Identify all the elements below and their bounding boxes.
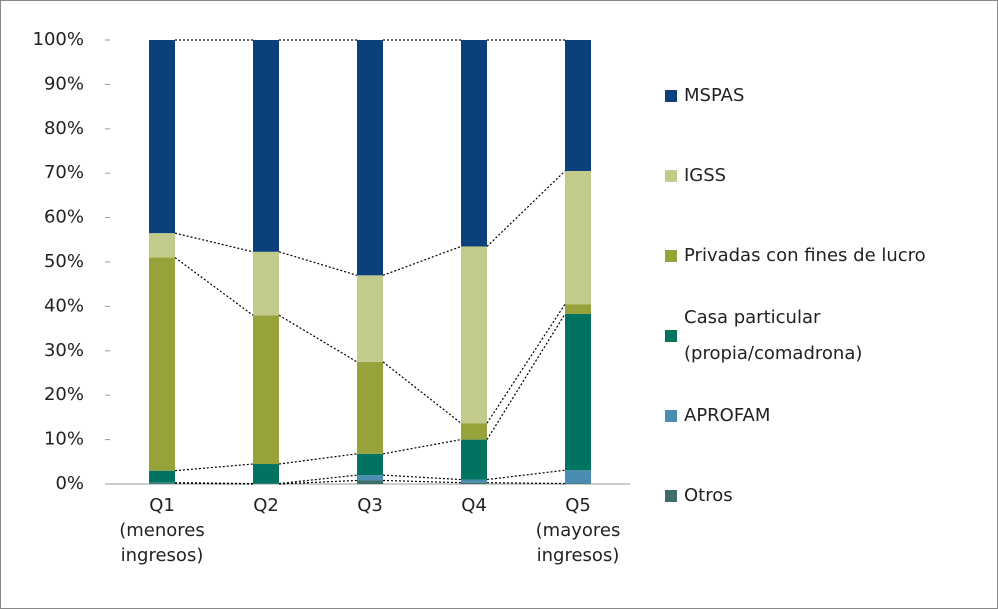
bar-segment (149, 40, 175, 234)
bar-segment (461, 479, 487, 483)
legend-swatch (665, 330, 677, 342)
y-tick-label: 30% (44, 340, 84, 361)
series-line (486, 469, 566, 481)
y-tick-label: 90% (44, 73, 84, 94)
legend-label: MSPAS (684, 85, 744, 106)
legend-swatch (665, 410, 677, 422)
bar-segment (357, 453, 383, 476)
bar-segment (357, 480, 383, 484)
bar-segment (565, 313, 591, 471)
bar-segment (357, 475, 383, 481)
bar-segment (461, 439, 487, 480)
y-tick-label: 100% (33, 29, 84, 50)
y-tick-label: 70% (44, 162, 84, 183)
bar-segment (565, 470, 591, 484)
legend-label: Casa particular (propia/comadrona) (684, 307, 862, 364)
legend-swatch (665, 90, 677, 102)
series-line (278, 314, 358, 363)
legend-label: Privadas con fines de lucro (684, 245, 926, 266)
y-tick-label: 50% (44, 251, 84, 272)
bar-segment (461, 423, 487, 440)
y-tick-label: 10% (44, 429, 84, 450)
series-line (278, 453, 358, 465)
bar-segment (565, 304, 591, 314)
series-line (382, 245, 462, 276)
bar-segment (565, 170, 591, 305)
series-line (278, 479, 358, 485)
x-tick-label: Q4 (461, 495, 487, 516)
bar-segment (461, 482, 487, 484)
series-line (486, 313, 566, 440)
bar-segment (461, 40, 487, 247)
legend-swatch (665, 250, 677, 262)
bar-segment (253, 464, 279, 484)
legend-label: IGSS (684, 165, 726, 186)
series-line (278, 251, 358, 276)
y-tick-label: 0% (55, 473, 84, 494)
bar-segment (253, 315, 279, 465)
legend-label: Otros (684, 485, 733, 506)
bar-segment (357, 361, 383, 454)
series-line (174, 232, 254, 253)
x-tick-label: Q5 (mayores ingresos) (536, 495, 621, 566)
bar-segment (565, 40, 591, 171)
bar-segment (149, 483, 175, 484)
bar-segment (357, 275, 383, 362)
x-tick-label: Q2 (253, 495, 279, 516)
series-line (382, 439, 462, 455)
legend-swatch (665, 490, 677, 502)
y-tick-label: 80% (44, 118, 84, 139)
series-line (174, 463, 254, 472)
bar-segment (149, 233, 175, 258)
series-line (382, 479, 462, 484)
series-line (382, 361, 462, 424)
legend-swatch (665, 170, 677, 182)
x-tick-label: Q3 (357, 495, 383, 516)
series-line (382, 474, 462, 481)
y-tick-label: 60% (44, 207, 84, 228)
series-line (174, 257, 254, 316)
y-tick-label: 20% (44, 384, 84, 405)
bar-segment (253, 40, 279, 252)
bar-segment (149, 470, 175, 483)
series-line (486, 482, 566, 485)
series-line (278, 474, 358, 485)
bar-segment (149, 257, 175, 471)
series-line (174, 482, 254, 485)
bar-segment (253, 251, 279, 316)
bar-segment (357, 40, 383, 276)
x-tick-label: Q1 (menores ingresos) (119, 495, 205, 566)
bar-segment (461, 246, 487, 424)
y-tick-label: 40% (44, 295, 84, 316)
legend-label: APROFAM (684, 405, 770, 426)
